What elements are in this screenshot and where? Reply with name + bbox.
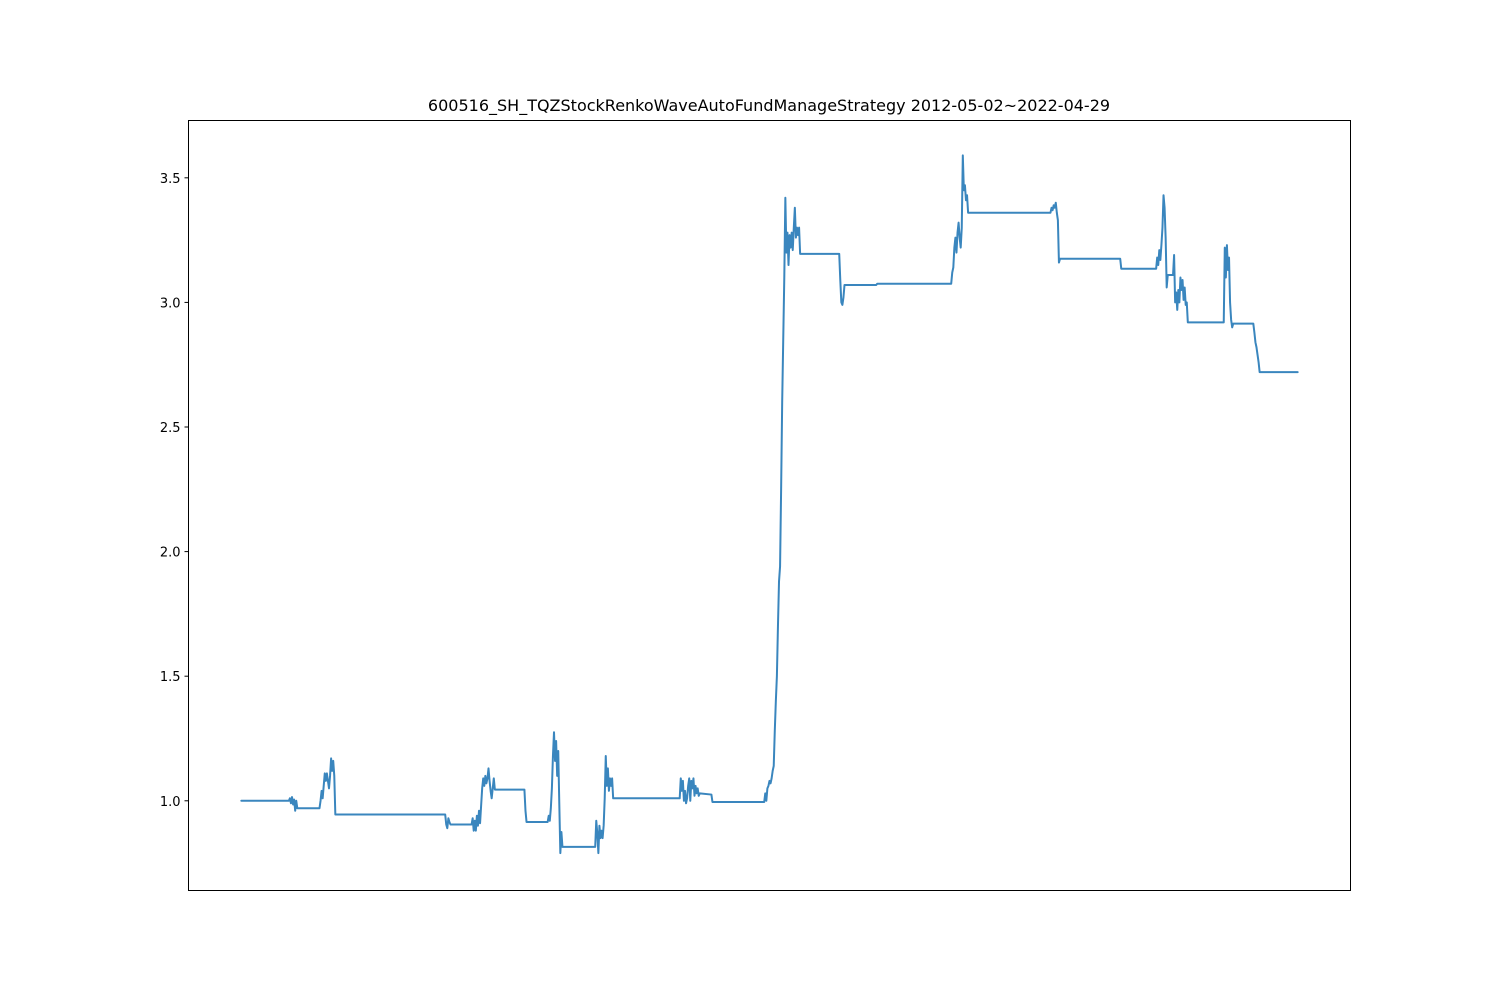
plot-area-frame [188, 120, 1351, 891]
y-tick-label: 3.0 [160, 296, 181, 311]
chart-title: 600516_SH_TQZStockRenkoWaveAutoFundManag… [428, 96, 1110, 116]
y-tick-label: 2.5 [160, 421, 181, 436]
y-tick-label: 3.5 [160, 172, 181, 187]
series-line [240, 154, 1299, 855]
y-tick-label: 2.0 [160, 546, 181, 561]
y-tick-label: 1.0 [160, 795, 181, 810]
y-axis: 1.0 1.5 2.0 2.5 3.0 3.5 [160, 172, 189, 810]
y-tick-label: 1.5 [160, 670, 181, 685]
